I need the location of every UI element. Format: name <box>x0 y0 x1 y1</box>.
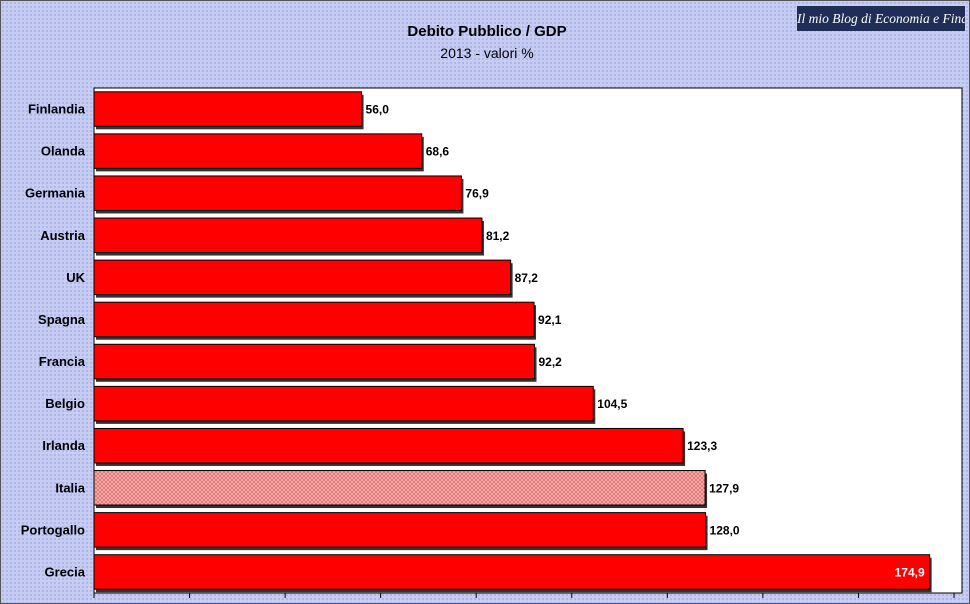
category-label: Francia <box>39 354 86 369</box>
bar-spagna <box>93 301 535 338</box>
x-axis-ticks <box>93 593 955 598</box>
data-label: 76,9 <box>465 187 489 201</box>
bar-portogallo <box>93 512 707 548</box>
category-label: Spagna <box>38 312 86 327</box>
data-label: 92,2 <box>539 355 563 369</box>
blog-watermark: Il mio Blog di Economia e Finanza <box>797 6 965 31</box>
data-label: 81,2 <box>486 229 510 243</box>
category-label: Austria <box>40 228 86 243</box>
bars-group <box>93 91 932 593</box>
category-label: Grecia <box>45 564 86 579</box>
category-label: Olanda <box>41 144 86 159</box>
bar-grecia <box>93 554 931 590</box>
data-label: 127,9 <box>709 481 739 495</box>
category-label: Irlanda <box>42 438 85 453</box>
data-label: 128,0 <box>710 523 740 537</box>
bar-irlanda <box>93 427 684 464</box>
bar-italia <box>93 470 706 506</box>
category-label: Finlandia <box>28 102 86 117</box>
data-label: 92,1 <box>538 313 562 327</box>
bar-uk <box>93 259 512 296</box>
bar-olanda <box>93 133 423 169</box>
chart-subtitle: 2013 - valori % <box>440 45 534 61</box>
bar-belgio <box>93 385 594 422</box>
data-label: 174,9 <box>895 565 925 579</box>
data-label: 56,0 <box>366 103 390 117</box>
category-label: UK <box>66 270 85 285</box>
category-label: Italia <box>55 480 85 495</box>
bar-germania <box>93 175 462 211</box>
chart-title: Debito Pubblico / GDP <box>407 23 567 40</box>
category-labels: Finlandia Olanda Germania Austria UK Spagna Fr… <box>21 102 86 580</box>
bar-austria <box>93 217 483 254</box>
bar-francia <box>93 343 536 380</box>
bar-finlandia <box>93 91 363 127</box>
category-label: Belgio <box>45 396 85 411</box>
data-label: 87,2 <box>515 271 539 285</box>
category-label: Portogallo <box>21 522 85 537</box>
data-labels: 56,0 68,6 76,9 81,2 87,2 92,1 92,2 104,5 123,3 12… <box>366 103 925 580</box>
category-label: Germania <box>25 186 86 201</box>
data-label: 68,6 <box>426 145 450 159</box>
data-label: 104,5 <box>597 397 627 411</box>
data-label: 123,3 <box>687 439 717 453</box>
plot-area <box>93 87 963 594</box>
